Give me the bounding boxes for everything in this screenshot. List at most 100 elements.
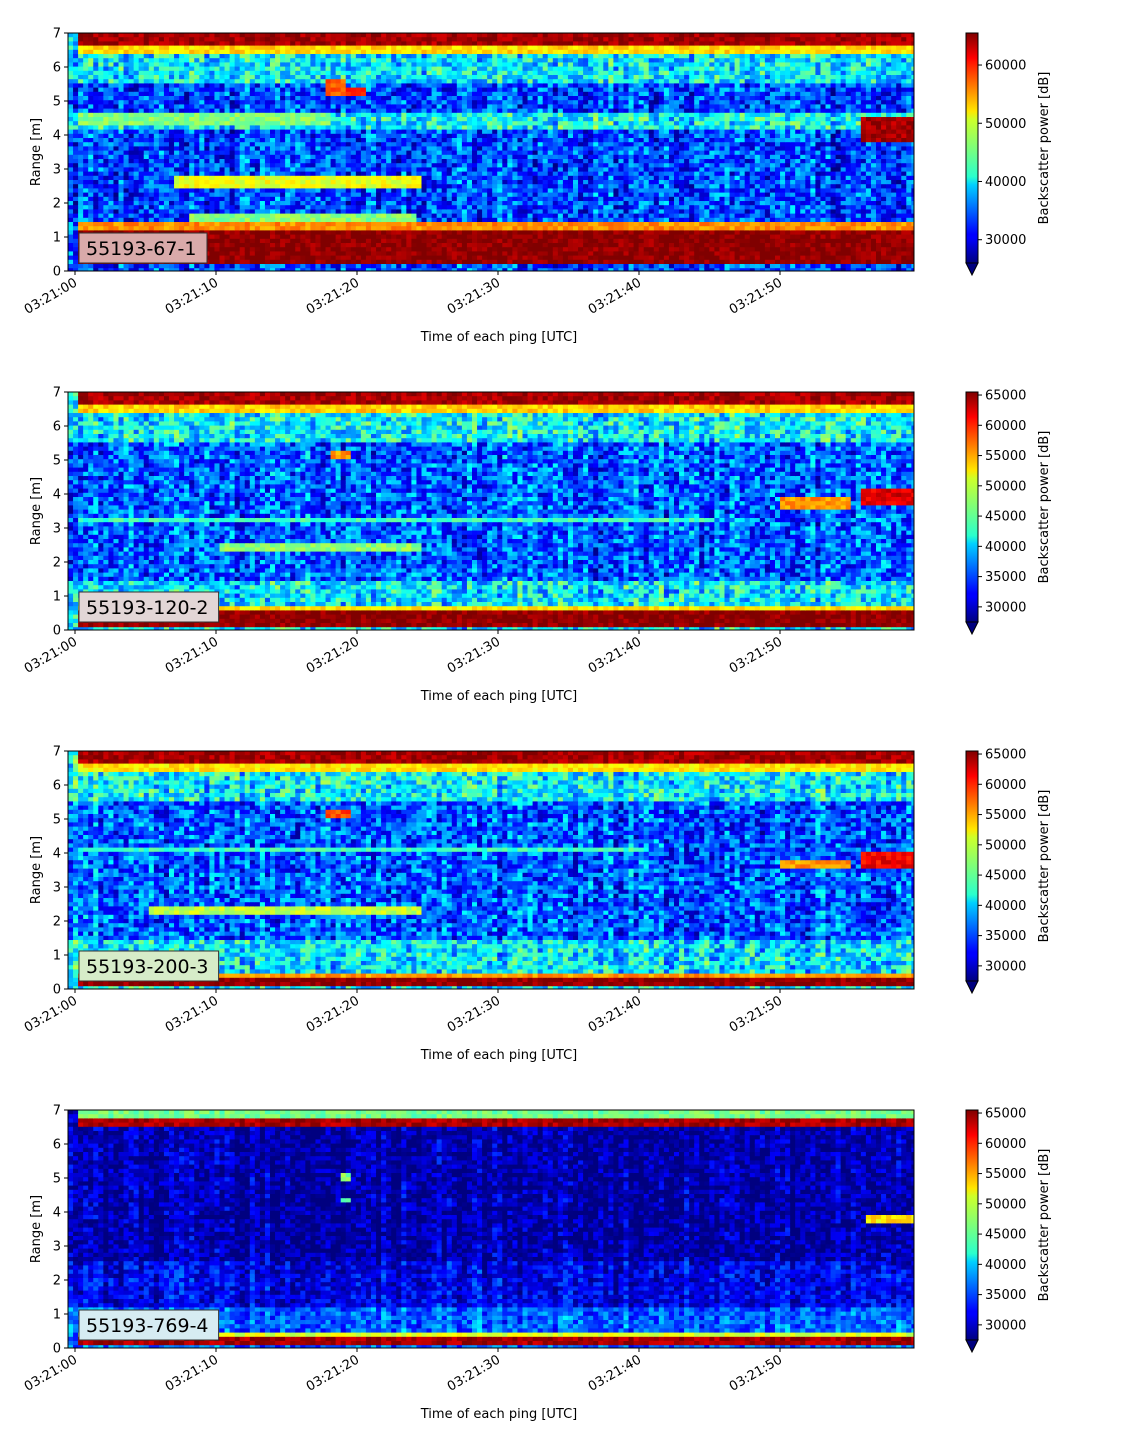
heatmap-cell — [113, 49, 120, 55]
heatmap-cell — [502, 234, 508, 240]
heatmap-cell — [355, 133, 362, 139]
heatmap-cell — [497, 133, 503, 139]
heatmap-cell — [254, 255, 261, 261]
heatmap-cell — [350, 66, 357, 72]
heatmap-cell — [381, 150, 387, 156]
heatmap-cell — [194, 159, 200, 164]
heatmap-cell — [426, 259, 433, 265]
heatmap-cell — [229, 129, 236, 135]
heatmap-cell — [315, 100, 322, 105]
heatmap-cell — [98, 188, 104, 194]
heatmap-cell — [376, 234, 382, 240]
heatmap-cell — [421, 121, 428, 126]
heatmap-cell — [421, 201, 428, 206]
heatmap-cell — [249, 192, 256, 198]
heatmap-cell — [148, 226, 155, 231]
heatmap-cell — [300, 213, 306, 219]
heatmap-cell — [492, 75, 498, 80]
heatmap-cell — [381, 234, 387, 240]
heatmap-cell — [280, 37, 286, 42]
heatmap-cell — [446, 96, 453, 101]
heatmap-cell — [270, 58, 276, 63]
heatmap-cell — [330, 87, 337, 93]
heatmap-cell — [108, 104, 115, 110]
heatmap-cell — [270, 196, 276, 202]
heatmap-cell — [153, 58, 160, 63]
heatmap-cell — [169, 75, 175, 80]
heatmap-cell — [189, 104, 195, 110]
heatmap-cell — [360, 247, 367, 252]
heatmap-cell — [239, 201, 246, 206]
heatmap-cell — [381, 251, 387, 257]
heatmap-cell — [350, 121, 357, 126]
heatmap-cell — [270, 41, 276, 47]
heatmap-cell — [295, 49, 301, 55]
heatmap-cell — [492, 108, 498, 114]
heatmap-cell — [300, 117, 306, 122]
heatmap-cell — [411, 238, 418, 244]
heatmap-cell — [259, 180, 266, 185]
heatmap-cell — [396, 121, 402, 126]
heatmap-cell — [83, 142, 89, 147]
heatmap-cell — [421, 104, 428, 110]
heatmap-cell — [128, 154, 135, 160]
heatmap-cell — [381, 58, 387, 63]
heatmap-cell — [497, 75, 503, 80]
heatmap-cell — [360, 91, 367, 97]
heatmap-cell — [239, 264, 246, 269]
heatmap-cell — [451, 222, 458, 227]
heatmap-cell — [229, 217, 236, 223]
heatmap-cell — [381, 230, 387, 236]
heatmap-cell — [259, 209, 266, 215]
heatmap-cell — [376, 184, 382, 189]
heatmap-cell — [234, 142, 241, 147]
heatmap-cell — [275, 154, 281, 160]
heatmap-cell — [275, 175, 281, 181]
heatmap-cell — [391, 117, 397, 122]
heatmap-cell — [199, 150, 205, 156]
heatmap-cell — [219, 251, 226, 257]
heatmap-cell — [482, 180, 488, 185]
heatmap-cell — [431, 104, 438, 110]
heatmap-cell — [441, 196, 448, 202]
heatmap-cell — [482, 66, 488, 72]
heatmap-cell — [138, 201, 145, 206]
heatmap-cell — [487, 133, 493, 139]
heatmap-cell — [355, 75, 362, 80]
heatmap-cell — [249, 138, 256, 143]
heatmap-cell — [325, 180, 332, 185]
heatmap-cell — [416, 138, 423, 143]
heatmap-cell — [73, 217, 79, 223]
heatmap-cell — [214, 209, 221, 215]
heatmap-cell — [446, 108, 453, 114]
heatmap-cell — [345, 104, 352, 110]
heatmap-cell — [264, 112, 271, 118]
heatmap-cell — [310, 230, 317, 236]
heatmap-cell — [153, 75, 160, 80]
heatmap-cell — [350, 117, 357, 122]
heatmap-cell — [340, 171, 347, 177]
heatmap-cell — [93, 96, 99, 101]
heatmap-cell — [73, 45, 79, 51]
heatmap-cell — [401, 247, 407, 252]
heatmap-cell — [179, 41, 185, 47]
heatmap-cell — [138, 159, 145, 164]
heatmap-cell — [224, 259, 231, 265]
heatmap-cell — [103, 268, 109, 271]
heatmap-cell — [93, 100, 99, 105]
heatmap-cell — [381, 112, 387, 118]
heatmap-cell — [118, 70, 125, 76]
heatmap-cell — [214, 54, 221, 59]
heatmap-cell — [426, 49, 433, 55]
heatmap-cell — [78, 146, 84, 152]
heatmap-cell — [401, 154, 407, 160]
heatmap-cell — [123, 163, 130, 168]
heatmap-cell — [184, 66, 190, 72]
heatmap-cell — [214, 104, 221, 110]
heatmap-cell — [68, 83, 74, 89]
heatmap-cell — [224, 264, 231, 269]
heatmap-cell — [335, 188, 342, 194]
heatmap-cell — [376, 251, 382, 257]
heatmap-cell — [477, 209, 483, 215]
heatmap-cell — [472, 133, 478, 139]
